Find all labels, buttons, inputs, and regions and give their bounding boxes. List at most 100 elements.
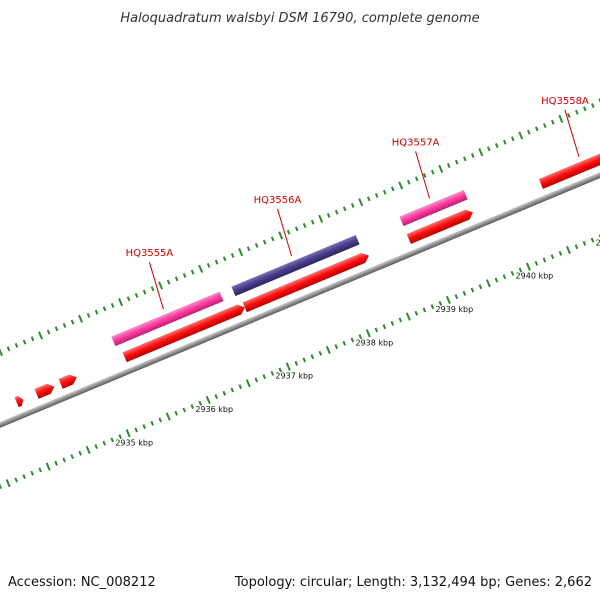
tick-mark <box>494 277 499 283</box>
tick-mark <box>70 454 74 460</box>
tick-mark <box>134 427 138 433</box>
tick-mark <box>206 263 211 268</box>
tick-mark <box>54 326 59 332</box>
tick-mark <box>582 240 587 246</box>
scale-label: 2939 kbp <box>436 305 474 314</box>
tick-mark <box>62 322 67 328</box>
tick-mark <box>590 237 595 243</box>
tick-mark <box>470 153 475 158</box>
tick-mark <box>486 146 491 152</box>
tick-mark <box>502 274 507 280</box>
tick-mark <box>174 410 179 416</box>
tick-mark <box>174 276 179 282</box>
tick-mark <box>45 462 51 471</box>
tick-mark <box>222 390 227 396</box>
scale-label: 2937 kbp <box>275 372 313 381</box>
tick-mark <box>222 256 227 262</box>
tick-mark <box>334 344 339 350</box>
tick-mark <box>14 477 18 483</box>
tick-mark <box>366 196 371 202</box>
tick-mark <box>414 310 419 316</box>
tick-mark <box>0 484 2 490</box>
tick-mark <box>518 267 523 273</box>
gene-label-leader <box>564 109 580 157</box>
upper-tick-track <box>0 98 600 357</box>
tick-mark <box>478 148 484 157</box>
gene-label: HQ3555A <box>126 248 174 259</box>
tick-mark <box>182 273 187 278</box>
tick-mark <box>86 312 91 318</box>
tick-mark <box>446 163 451 168</box>
tick-mark <box>166 279 171 285</box>
scale-labels: 2935 kbp 2936 kbp 2937 kbp 2938 kbp 2939 kbp… <box>115 238 600 447</box>
tick-mark <box>0 348 3 357</box>
genome-backbone <box>0 105 600 495</box>
tick-mark <box>70 319 75 325</box>
tick-mark <box>478 284 483 290</box>
tick-mark <box>430 304 435 310</box>
tick-mark <box>318 350 323 356</box>
tick-mark <box>470 287 475 293</box>
gene-red-stub-1[interactable] <box>14 395 25 408</box>
tick-mark <box>342 206 347 212</box>
tick-mark <box>118 298 124 307</box>
tick-mark <box>30 470 34 476</box>
gene-label: HQ3557A <box>392 137 440 148</box>
tick-mark <box>62 457 66 463</box>
tick-mark <box>454 294 459 300</box>
tick-mark <box>405 312 411 321</box>
scale-label: 2940 kbp <box>516 272 554 281</box>
tick-mark <box>134 292 139 298</box>
gene-red-small-1[interactable] <box>34 382 57 400</box>
gene-hq3558a[interactable] <box>538 144 600 190</box>
tick-mark <box>575 109 579 115</box>
tick-mark <box>254 243 259 248</box>
tick-mark <box>390 186 395 192</box>
tick-mark <box>22 474 26 480</box>
gene-label-leader <box>415 151 431 199</box>
tick-mark <box>325 345 331 355</box>
tick-mark <box>525 262 531 271</box>
gene-labels: HQ3555A HQ3556A HQ3557A HQ3558A <box>126 96 589 310</box>
tick-mark <box>158 417 163 423</box>
tick-mark <box>230 253 235 258</box>
tick-mark <box>374 193 379 198</box>
gene-label-leader <box>277 208 292 257</box>
tick-mark <box>14 342 19 348</box>
tick-mark <box>38 331 43 340</box>
tick-mark <box>150 420 155 426</box>
gene-label: HQ3558A <box>541 96 589 107</box>
tick-mark <box>85 445 91 454</box>
tick-mark <box>438 164 444 173</box>
scale-label: 2938 kbp <box>355 338 393 347</box>
tick-mark <box>422 307 427 313</box>
tick-mark <box>158 281 164 290</box>
gene-hq3556a-cds[interactable] <box>242 251 371 313</box>
tick-mark <box>310 354 315 360</box>
tick-mark <box>558 250 563 256</box>
tick-mark <box>294 226 299 232</box>
gene-hq3557a[interactable] <box>399 189 468 227</box>
gene-hq3555a-cds[interactable] <box>122 302 247 363</box>
tick-mark <box>262 374 267 380</box>
gene-label: HQ3556A <box>254 195 302 206</box>
tick-mark <box>230 387 235 393</box>
tick-mark <box>445 295 451 305</box>
tick-mark <box>526 129 531 135</box>
tick-mark <box>78 314 84 323</box>
gene-red-small-2[interactable] <box>58 372 79 390</box>
tick-mark <box>190 269 195 275</box>
gene-hq3556a[interactable] <box>231 234 360 297</box>
tick-mark <box>54 460 58 466</box>
tick-mark <box>454 159 459 165</box>
gene-hq3557a-cds[interactable] <box>406 207 475 245</box>
tick-mark <box>302 223 307 228</box>
tick-mark <box>238 384 243 390</box>
tick-mark <box>510 136 515 142</box>
tick-mark <box>430 169 435 175</box>
tick-mark <box>125 429 131 438</box>
gene-hq3555a[interactable] <box>111 291 224 347</box>
tick-mark <box>462 290 467 296</box>
tick-mark <box>382 324 387 330</box>
